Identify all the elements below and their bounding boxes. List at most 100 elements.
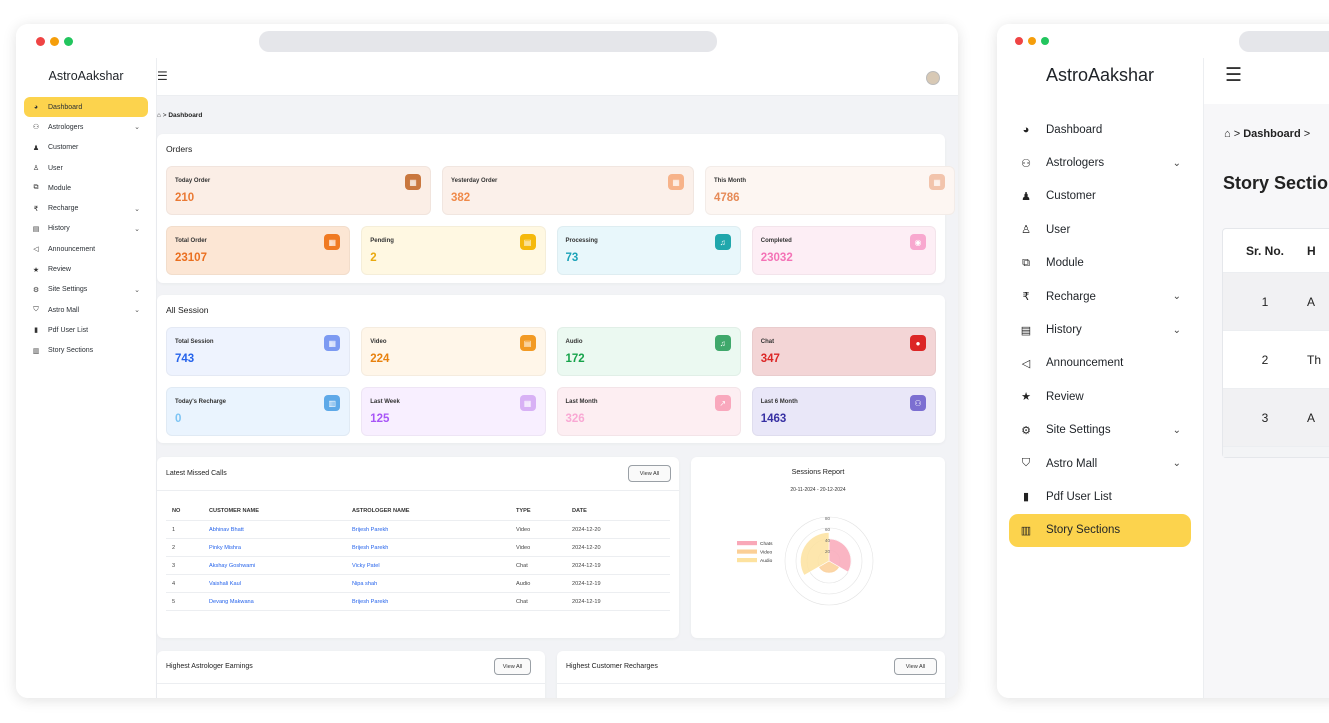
polar-slice-chats[interactable] [828,538,852,573]
legend-label-audio[interactable]: Audio [760,558,773,564]
table-cell[interactable]: Vicky Patel [352,562,380,569]
chevron-down-icon[interactable]: ⌄ [1172,157,1181,169]
polar-slice-audio[interactable] [800,532,830,576]
stat-last-month[interactable]: Last Month 326 ↗ [556,387,741,436]
table-cell: 2024-12-19 [572,562,601,569]
stat-icon: ● [910,335,926,351]
chevron-down-icon[interactable]: ⌄ [134,286,140,294]
home-icon[interactable]: ⌂ [1224,128,1231,140]
chevron-down-icon[interactable]: ⌄ [134,225,140,233]
stat-chat[interactable]: Chat 347 ● [751,327,936,376]
address-bar[interactable] [259,31,717,52]
stat-video[interactable]: Video 224 ▤ [361,327,546,376]
sidebar-item-module[interactable]: ⧉ Module [24,178,148,198]
sidebar-item-recharge[interactable]: ₹ Recharge ⌄ [1009,280,1191,313]
sidebar-item-label: Astrologers [1046,157,1105,170]
sidebar-item-history[interactable]: ▤ History ⌄ [1009,313,1191,346]
story-sections-window: AstroAakshar ◕ Dashboard ⚇ Astrologers ⌄ ♟ Cus… [997,24,1329,698]
table-cell[interactable]: Brijesh Parekh [352,598,389,605]
sidebar-item-customer[interactable]: ♟ Customer [1009,180,1191,213]
stat-completed[interactable]: Completed 23032 ◉ [751,226,936,275]
menu-toggle-icon[interactable]: ☰ [157,69,168,83]
menu-toggle-icon[interactable]: ☰ [1225,65,1243,86]
avatar[interactable] [926,71,940,85]
sidebar-item-story-sections[interactable]: ▥ Story Sections [24,341,148,361]
close-dot[interactable] [1015,37,1023,45]
minimize-dot[interactable] [1028,37,1036,45]
sidebar-item-astrologers[interactable]: ⚇ Astrologers ⌄ [1009,146,1191,179]
sidebar-item-dashboard[interactable]: ◕ Dashboard [1009,113,1191,146]
table-cell[interactable]: Brijesh Parekh [352,544,389,551]
stat-today-order[interactable]: Today Order 210 ▦ [166,166,431,215]
table-cell[interactable]: Devang Makwana [209,598,254,605]
sidebar-item-module[interactable]: ⧉ Module [1009,247,1191,280]
stat-yesterday-order[interactable]: Yesterday Order 382 ▦ [442,166,694,215]
stat-today-s-recharge[interactable]: Today's Recharge 0 ▥ [166,387,351,436]
legend-label-video[interactable]: Video [760,550,773,556]
sidebar-item-recharge[interactable]: ₹ Recharge ⌄ [24,198,148,218]
chevron-down-icon[interactable]: ⌄ [134,205,140,213]
sidebar-item-label: Announcement [1046,357,1124,370]
recharges-view-all-button[interactable]: View All [894,658,937,675]
earnings-view-all-button[interactable]: View All [494,658,531,675]
table-row[interactable]: 4 Vaishali Kaul Nipa shah Audio 2024-12-19 [166,575,670,593]
chevron-down-icon[interactable]: ⌄ [134,307,140,315]
table-row[interactable]: 5 Devang Makwana Brijesh Parekh Chat 2024-12… [166,593,670,611]
sidebar-item-announcement[interactable]: ◁ Announcement [1009,347,1191,380]
sidebar-item-pdf-user-list[interactable]: ▮ Pdf User List [24,320,148,340]
chevron-down-icon[interactable]: ⌄ [1172,458,1181,470]
polar-slice-video[interactable] [818,560,840,574]
table-cell[interactable]: Vaishali Kaul [209,580,241,587]
maximize-dot[interactable] [64,37,73,46]
chevron-down-icon[interactable]: ⌄ [1172,324,1181,336]
sidebar-item-review[interactable]: ★ Review [1009,380,1191,413]
home-icon[interactable]: ⌂ [157,112,161,119]
sidebar-item-review[interactable]: ★ Review [24,259,148,279]
sidebar-item-site-settings[interactable]: ⚙ Site Settings ⌄ [24,280,148,300]
chevron-down-icon[interactable]: ⌄ [134,124,140,132]
radial-tick-label: 40 [825,538,831,543]
address-bar[interactable] [1239,31,1329,52]
maximize-dot[interactable] [1041,37,1049,45]
table-cell[interactable]: Nipa shah [352,580,378,587]
sessions-report-range: 20-11-2024 - 20-12-2024 [790,487,846,493]
sidebar-item-dashboard[interactable]: ◕ Dashboard [24,97,148,118]
table-row[interactable]: 3 Akshay Goshwami Vicky Patel Chat 2024-12-1… [166,557,670,575]
chevron-down-icon[interactable]: ⌄ [1172,424,1181,436]
table-row[interactable]: 1 Abhinav Bhatt Brijesh Parekh Video 2024-12… [166,521,670,539]
sidebar-item-customer[interactable]: ♟ Customer [24,138,148,158]
table-cell[interactable]: Brijesh Parekh [352,526,389,533]
stat-total-order[interactable]: Total Order 23107 ▦ [166,226,351,275]
sidebar-item-history[interactable]: ▤ History ⌄ [24,219,148,239]
sidebar-item-user[interactable]: ♙ User [24,158,148,178]
stat-last-6-month[interactable]: Last 6 Month 1463 ⚇ [751,387,936,436]
table-row[interactable]: 2 Pinky Mishra Brijesh Parekh Video 2024-12-… [166,539,670,557]
sidebar-item-user[interactable]: ♙ User [1009,213,1191,246]
users-icon: ⚇ [1021,157,1031,170]
sessions-report-title: Sessions Report [791,467,845,476]
stat-last-week[interactable]: Last Week 125 ▦ [361,387,546,436]
table-row[interactable]: 2 Th [1223,331,1329,389]
minimize-dot[interactable] [50,37,59,46]
sidebar-item-astrologers[interactable]: ⚇ Astrologers ⌄ [24,117,148,137]
sidebar-item-site-settings[interactable]: ⚙ Site Settings ⌄ [1009,414,1191,447]
table-cell[interactable]: Abhinav Bhatt [209,526,244,533]
sidebar-item-astro-mall[interactable]: ⛉ Astro Mall ⌄ [1009,447,1191,480]
stat-audio[interactable]: Audio 172 ♫ [556,327,741,376]
table-cell[interactable]: Akshay Goshwami [209,562,256,569]
sidebar-item-pdf-user-list[interactable]: ▮ Pdf User List [1009,480,1191,513]
table-cell[interactable]: Pinky Mishra [209,544,242,551]
stat-processing[interactable]: Processing 73 ♫ [556,226,741,275]
sidebar-item-story-sections[interactable]: ▥ Story Sections [1009,513,1191,548]
missed-calls-view-all-button[interactable]: View All [628,465,671,482]
sidebar-item-astro-mall[interactable]: ⛉ Astro Mall ⌄ [24,300,148,320]
close-dot[interactable] [36,37,45,46]
stat-this-month[interactable]: This Month 4786 ▦ [705,166,955,215]
legend-label-chats[interactable]: Chats [760,541,773,547]
stat-pending[interactable]: Pending 2 ▤ [361,226,546,275]
stat-total-session[interactable]: Total Session 743 ▦ [166,327,351,376]
sidebar-item-announcement[interactable]: ◁ Announcement [24,239,148,259]
chevron-down-icon[interactable]: ⌄ [1172,291,1181,303]
